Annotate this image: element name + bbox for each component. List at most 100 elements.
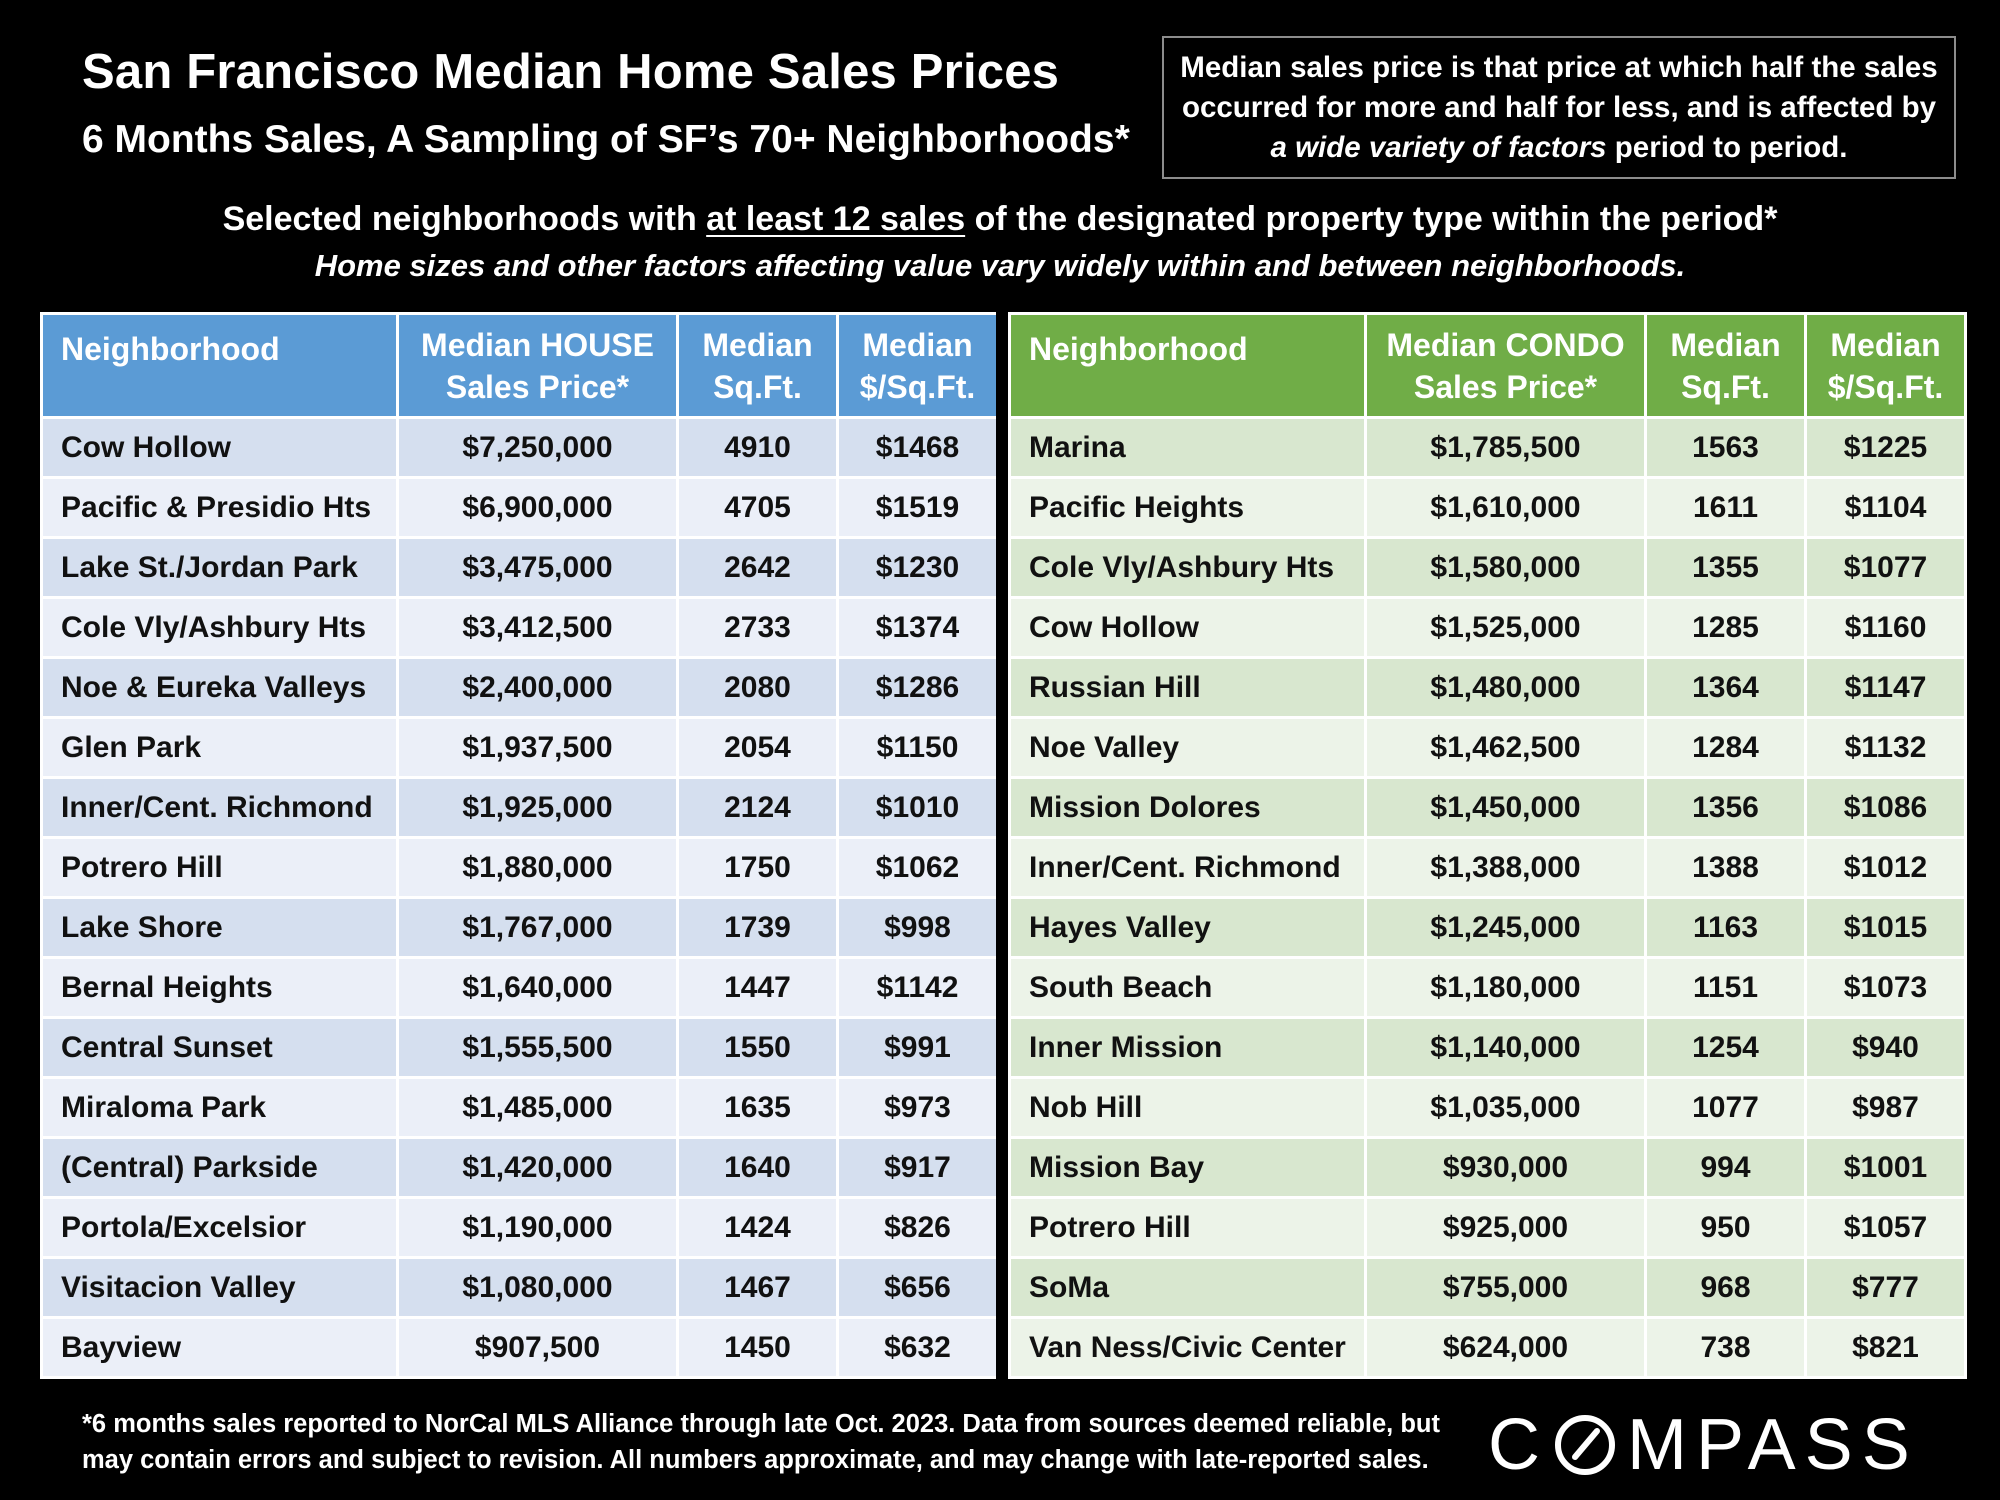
sqft-cell: 2080 [676, 656, 839, 719]
price-per-sqft-cell: $1057 [1804, 1196, 1967, 1259]
price-cell: $1,462,500 [1364, 716, 1647, 779]
house-table-body: Cow Hollow $7,250,000 4910 $1468 Pacific & P… [40, 416, 999, 1379]
price-cell: $1,388,000 [1364, 836, 1647, 899]
sqft-cell: 968 [1644, 1256, 1807, 1319]
table-row: Pacific & Presidio Hts $6,900,000 4705 $151… [40, 476, 999, 539]
sqft-cell: 1424 [676, 1196, 839, 1259]
note-line-3: a wide variety of factors period to peri… [1270, 128, 1847, 168]
sqft-cell: 1254 [1644, 1016, 1807, 1079]
table-row: Nob Hill $1,035,000 1077 $987 [1008, 1076, 1967, 1139]
sqft-cell: 1447 [676, 956, 839, 1019]
price-cell: $1,880,000 [396, 836, 679, 899]
neighborhood-cell: Mission Bay [1008, 1136, 1367, 1199]
note-line-2: occurred for more and half for less, and… [1181, 90, 1937, 124]
neighborhood-cell: Van Ness/Civic Center [1008, 1316, 1367, 1379]
price-per-sqft-cell: $1160 [1804, 596, 1967, 659]
price-per-sqft-cell: $1012 [1804, 836, 1967, 899]
price-cell: $1,937,500 [396, 716, 679, 779]
condo-header-text: Sales Price* [1413, 368, 1598, 405]
price-per-sqft-cell: $1104 [1804, 476, 1967, 539]
house-header-col-1: Median HOUSE Sales Price* [396, 312, 679, 419]
condo-header-col-2: Median Sq.Ft. [1644, 312, 1807, 419]
table-row: Glen Park $1,937,500 2054 $1150 [40, 716, 999, 779]
price-per-sqft-cell: $1142 [836, 956, 999, 1019]
neighborhood-cell: Nob Hill [1008, 1076, 1367, 1139]
condo-header-text: Median CONDO [1386, 326, 1625, 363]
sqft-cell: 1467 [676, 1256, 839, 1319]
note-line-1: Median sales price is that price at whic… [1180, 50, 1938, 84]
neighborhood-cell: Inner/Cent. Richmond [40, 776, 399, 839]
price-cell: $930,000 [1364, 1136, 1647, 1199]
neighborhood-cell: Mission Dolores [1008, 776, 1367, 839]
price-per-sqft-cell: $940 [1804, 1016, 1967, 1079]
house-header-col-2: Median Sq.Ft. [676, 312, 839, 419]
sqft-cell: 1450 [676, 1316, 839, 1379]
price-cell: $1,140,000 [1364, 1016, 1647, 1079]
sqft-cell: 4705 [676, 476, 839, 539]
table-row: Mission Bay $930,000 994 $1001 [1008, 1136, 1967, 1199]
price-per-sqft-cell: $1225 [1804, 416, 1967, 479]
footnote: *6 months sales reported to NorCal MLS A… [82, 1406, 1440, 1478]
selection-before: Selected neighborhoods with [222, 200, 707, 238]
table-row: Bayview $907,500 1450 $632 [40, 1316, 999, 1379]
neighborhood-cell: SoMa [1008, 1256, 1367, 1319]
table-row: Portola/Excelsior $1,190,000 1424 $826 [40, 1196, 999, 1259]
price-cell: $1,420,000 [396, 1136, 679, 1199]
table-row: Marina $1,785,500 1563 $1225 [1008, 416, 1967, 479]
table-row: Lake St./Jordan Park $3,475,000 2642 $1230 [40, 536, 999, 599]
price-per-sqft-cell: $973 [836, 1076, 999, 1139]
neighborhood-cell: (Central) Parkside [40, 1136, 399, 1199]
price-cell: $755,000 [1364, 1256, 1647, 1319]
table-row: Cow Hollow $7,250,000 4910 $1468 [40, 416, 999, 479]
table-row: Noe & Eureka Valleys $2,400,000 2080 $1286 [40, 656, 999, 719]
neighborhood-cell: Bayview [40, 1316, 399, 1379]
table-row: Visitacion Valley $1,080,000 1467 $656 [40, 1256, 999, 1319]
table-row: Pacific Heights $1,610,000 1611 $1104 [1008, 476, 1967, 539]
neighborhood-cell: Pacific Heights [1008, 476, 1367, 539]
condo-prices-table: Neighborhood Median CONDO Sales Price* Medi… [1008, 312, 1967, 1379]
note-emphasis: a wide variety of factors [1270, 130, 1607, 164]
table-row: Central Sunset $1,555,500 1550 $991 [40, 1016, 999, 1079]
sqft-cell: 1364 [1644, 656, 1807, 719]
price-per-sqft-cell: $1077 [1804, 536, 1967, 599]
neighborhood-cell: Pacific & Presidio Hts [40, 476, 399, 539]
sqft-cell: 1550 [676, 1016, 839, 1079]
price-per-sqft-cell: $1010 [836, 776, 999, 839]
price-per-sqft-cell: $826 [836, 1196, 999, 1259]
definition-note: Median sales price is that price at whic… [1162, 36, 1956, 179]
price-cell: $925,000 [1364, 1196, 1647, 1259]
price-per-sqft-cell: $1374 [836, 596, 999, 659]
sqft-cell: 1356 [1644, 776, 1807, 839]
table-row: Hayes Valley $1,245,000 1163 $1015 [1008, 896, 1967, 959]
price-cell: $1,785,500 [1364, 416, 1647, 479]
price-per-sqft-cell: $1230 [836, 536, 999, 599]
price-cell: $1,035,000 [1364, 1076, 1647, 1139]
price-cell: $1,180,000 [1364, 956, 1647, 1019]
sqft-cell: 1635 [676, 1076, 839, 1139]
sqft-cell: 1163 [1644, 896, 1807, 959]
price-per-sqft-cell: $991 [836, 1016, 999, 1079]
neighborhood-cell: Inner Mission [1008, 1016, 1367, 1079]
neighborhood-cell: Hayes Valley [1008, 896, 1367, 959]
condo-header-text: Median [1670, 326, 1781, 363]
price-per-sqft-cell: $656 [836, 1256, 999, 1319]
table-row: Cole Vly/Ashbury Hts $1,580,000 1355 $1077 [1008, 536, 1967, 599]
neighborhood-cell: Cow Hollow [40, 416, 399, 479]
table-row: Van Ness/Civic Center $624,000 738 $821 [1008, 1316, 1967, 1379]
price-per-sqft-cell: $1150 [836, 716, 999, 779]
price-per-sqft-cell: $998 [836, 896, 999, 959]
sqft-cell: 1077 [1644, 1076, 1807, 1139]
neighborhood-cell: Cole Vly/Ashbury Hts [40, 596, 399, 659]
table-row: Noe Valley $1,462,500 1284 $1132 [1008, 716, 1967, 779]
table-row: Bernal Heights $1,640,000 1447 $1142 [40, 956, 999, 1019]
selection-underlined: at least 12 sales [706, 200, 966, 238]
house-header-text: $/Sq.Ft. [859, 368, 976, 405]
price-cell: $1,767,000 [396, 896, 679, 959]
price-cell: $7,250,000 [396, 416, 679, 479]
neighborhood-cell: Portola/Excelsior [40, 1196, 399, 1259]
compass-logo: C MPASS [1488, 1405, 1919, 1485]
page-subtitle: 6 Months Sales, A Sampling of SF’s 70+ N… [82, 118, 1130, 161]
table-row: Potrero Hill $1,880,000 1750 $1062 [40, 836, 999, 899]
condo-header-col-3: Median $/Sq.Ft. [1804, 312, 1967, 419]
neighborhood-cell: Visitacion Valley [40, 1256, 399, 1319]
